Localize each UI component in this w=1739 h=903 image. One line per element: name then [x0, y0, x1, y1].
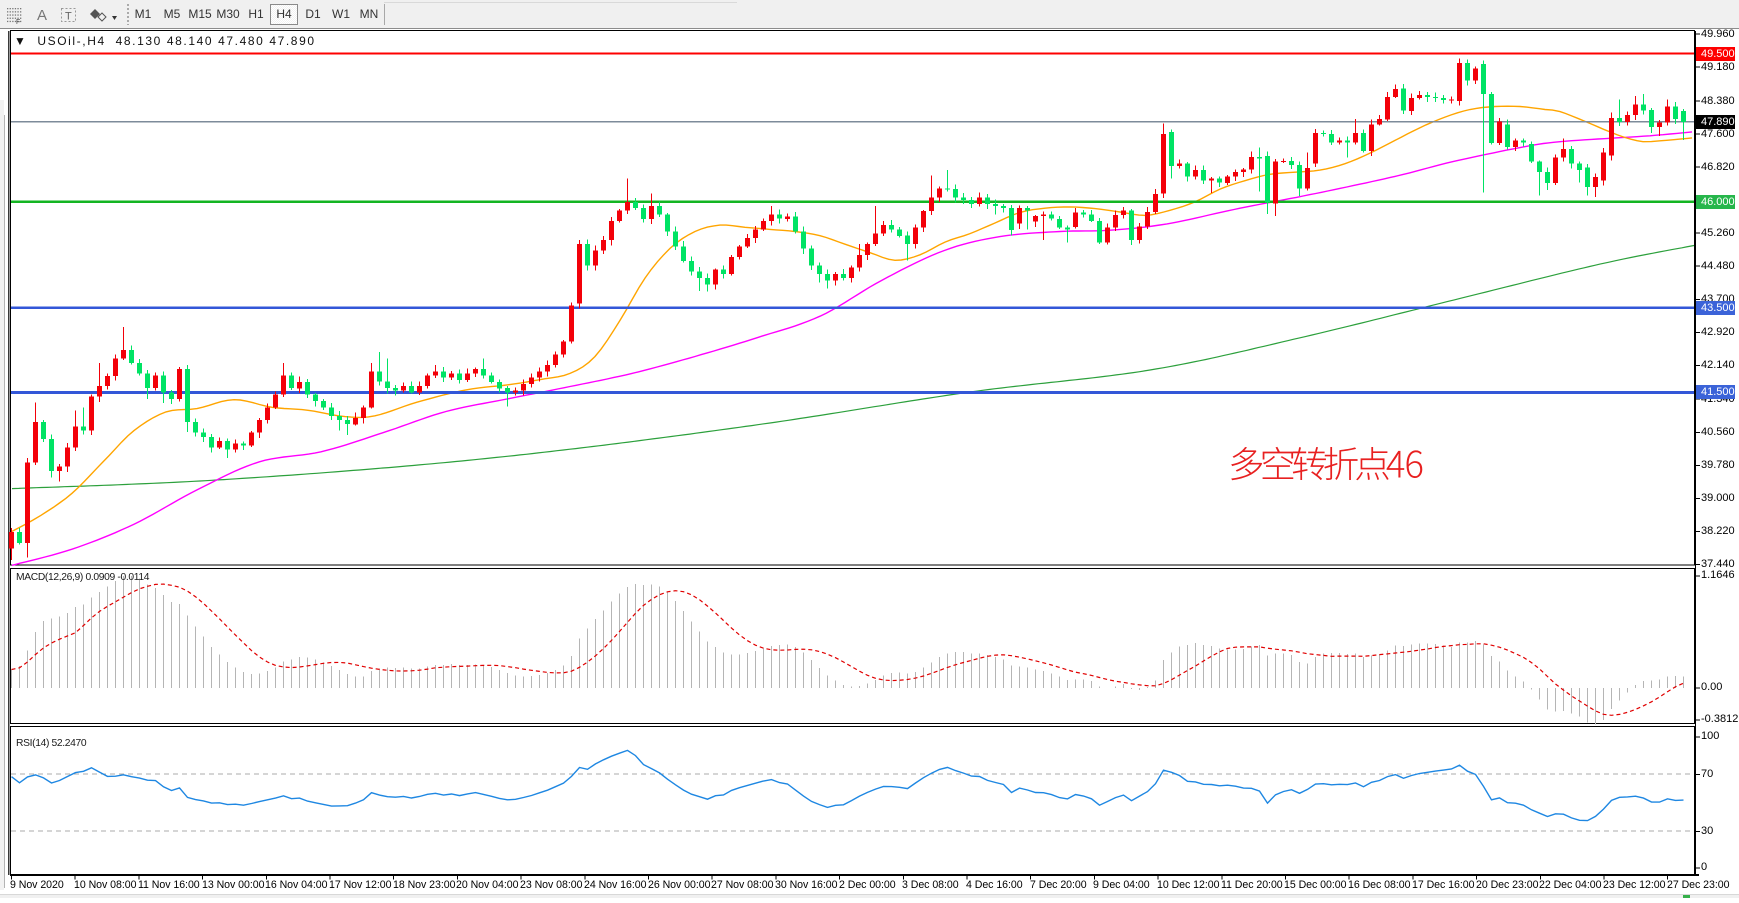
svg-text:F: F	[16, 19, 20, 24]
svg-text:T: T	[65, 11, 72, 23]
